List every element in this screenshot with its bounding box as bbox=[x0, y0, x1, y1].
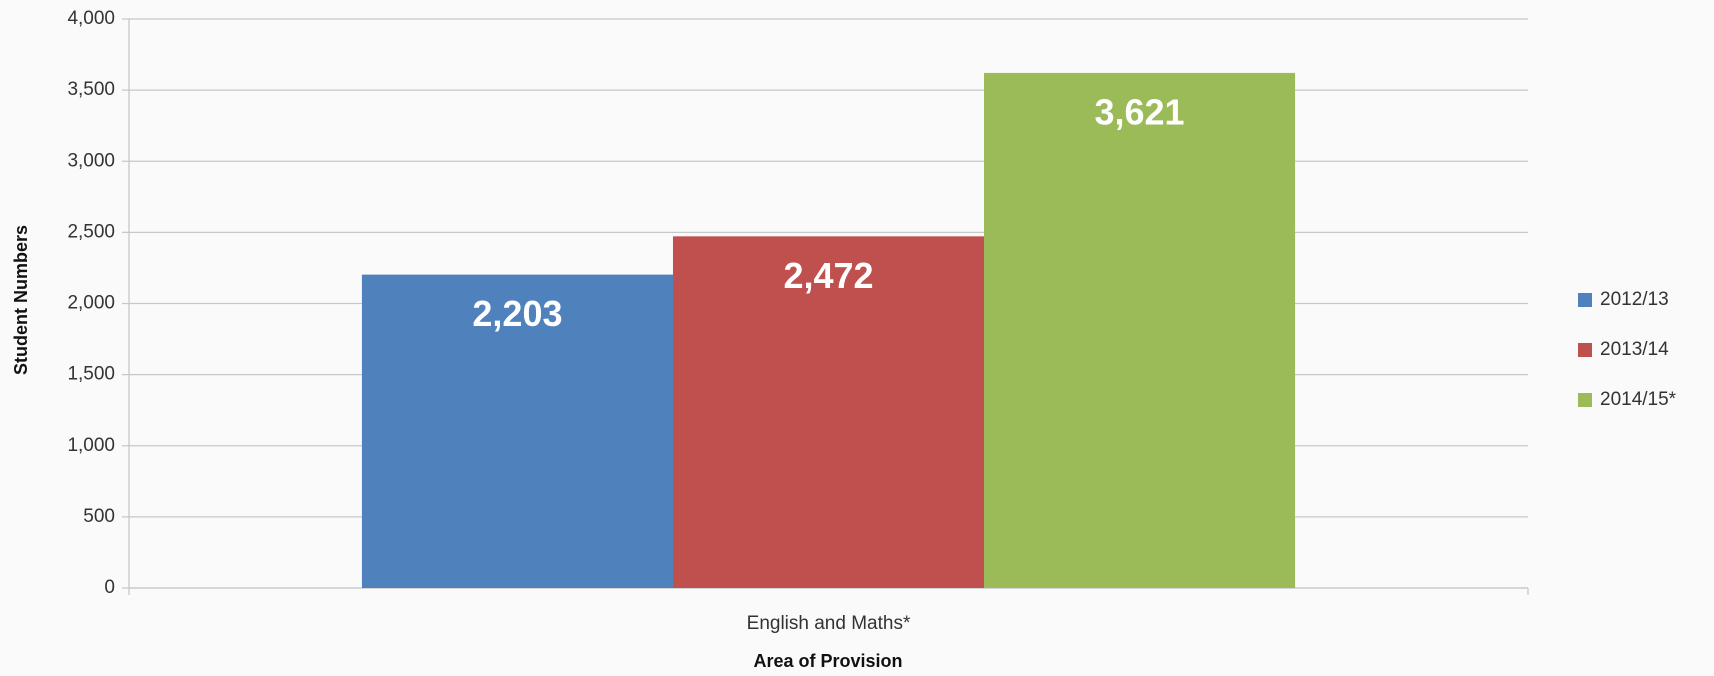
legend-swatch bbox=[1578, 393, 1592, 407]
y-tick-label: 2,000 bbox=[67, 293, 115, 314]
bar bbox=[984, 72, 1296, 589]
legend-label: 2014/15* bbox=[1600, 389, 1677, 410]
legend-swatch bbox=[1578, 343, 1592, 357]
legend-swatch bbox=[1578, 293, 1592, 307]
y-tick-label: 500 bbox=[83, 506, 115, 527]
y-tick-label: 4,000 bbox=[67, 8, 115, 29]
y-tick-label: 3,500 bbox=[67, 79, 115, 100]
value-label: 2,203 bbox=[472, 293, 562, 334]
bar bbox=[361, 274, 673, 588]
y-tick-label: 1,000 bbox=[67, 435, 115, 456]
value-label: 3,621 bbox=[1094, 91, 1184, 132]
legend-label: 2012/13 bbox=[1600, 289, 1669, 310]
bar bbox=[672, 236, 985, 588]
legend-label: 2013/14 bbox=[1600, 339, 1669, 360]
x-axis-title: Area of Provision bbox=[753, 651, 902, 671]
y-axis-title: Student Numbers bbox=[11, 225, 31, 375]
y-tick-label: 1,500 bbox=[67, 364, 115, 385]
value-label: 2,472 bbox=[783, 255, 873, 296]
y-tick-label: 0 bbox=[104, 577, 115, 598]
x-tick-label: English and Maths* bbox=[747, 613, 911, 634]
y-tick-label: 3,000 bbox=[67, 150, 115, 171]
y-tick-label: 2,500 bbox=[67, 221, 115, 242]
